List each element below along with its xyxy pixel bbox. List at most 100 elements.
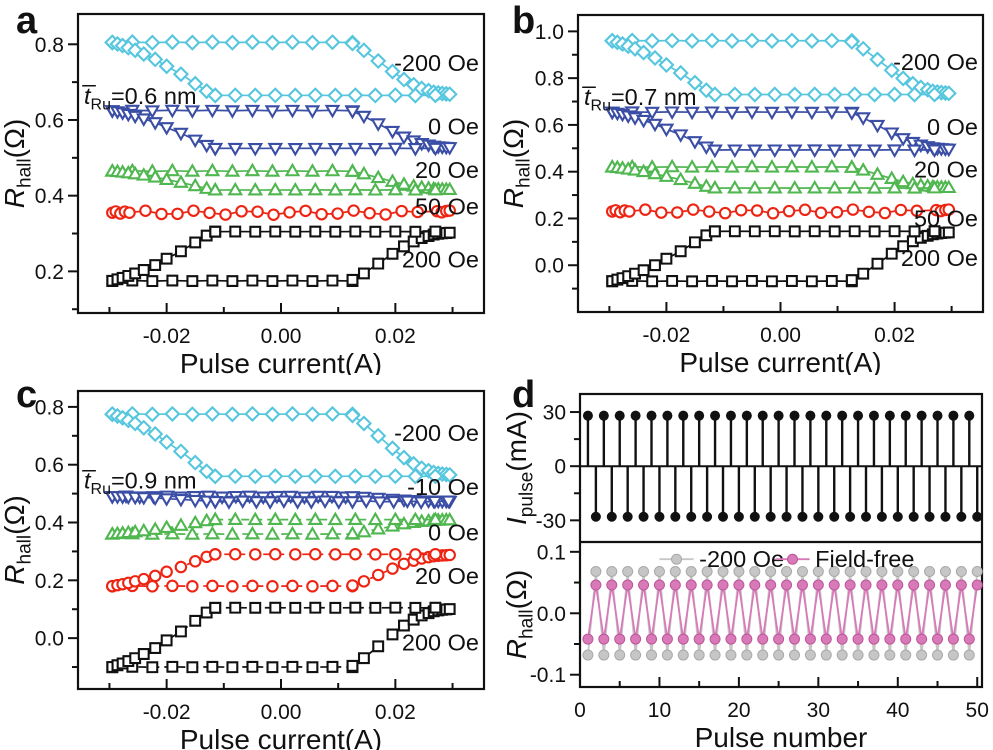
svg-text:0: 0 <box>554 456 566 479</box>
series-20-oe <box>604 158 957 194</box>
svg-text:0.00: 0.00 <box>261 701 302 724</box>
svg-text:0.02: 0.02 <box>874 324 915 347</box>
curve-label-200-oe: 200 Oe <box>402 629 479 655</box>
svg-text:30: 30 <box>807 699 830 722</box>
series-0-oe <box>104 104 458 157</box>
series-50-oe <box>605 203 956 220</box>
svg-text:0.6: 0.6 <box>35 454 64 477</box>
chart-panel-d: 0 10 20 30 40 50 30 0 -30 0.1 0.0 -0.1 -200 Oe Field-… <box>501 392 989 750</box>
series-200-oe <box>106 601 456 674</box>
svg-text:10: 10 <box>648 699 671 722</box>
ticks: 0 10 20 30 40 50 30 0 -30 0.1 0.0 -0.1 <box>530 402 989 722</box>
svg-text:-0.02: -0.02 <box>143 325 191 348</box>
svg-text:-0.02: -0.02 <box>642 324 690 347</box>
svg-text:0.2: 0.2 <box>35 570 64 593</box>
y-axis-label: Rhall(Ω) <box>498 119 535 208</box>
pulse-stem-series <box>582 410 983 522</box>
axes-box <box>576 13 985 314</box>
svg-text:30: 30 <box>543 402 566 425</box>
svg-text:0.02: 0.02 <box>375 325 416 348</box>
series-200-oe <box>606 225 955 288</box>
axes-box <box>578 392 984 689</box>
panel-letter-d: d <box>512 374 536 416</box>
svg-text:0.4: 0.4 <box>535 161 565 184</box>
svg-text:0.8: 0.8 <box>535 68 564 91</box>
svg-text:0.8: 0.8 <box>35 34 64 57</box>
y-axis-label: Rhall(Ω) <box>0 119 36 208</box>
series-200-oe <box>604 32 957 103</box>
svg-text:0.4: 0.4 <box>35 512 65 535</box>
axes-box <box>76 12 486 315</box>
y-axis-label: Rhall(Ω) <box>0 495 36 584</box>
svg-text:0.1: 0.1 <box>537 541 566 564</box>
panel-letter-a: a <box>16 0 38 42</box>
svg-text:50: 50 <box>966 699 989 722</box>
svg-text:0.6: 0.6 <box>35 109 64 132</box>
svg-text:1.0: 1.0 <box>535 21 564 44</box>
series-20-oe <box>106 547 456 593</box>
svg-text:-30: -30 <box>536 510 566 533</box>
svg-text:0: 0 <box>574 699 586 722</box>
svg-text:-0.1: -0.1 <box>530 664 566 687</box>
chart-panel-b: -0.02 0.00 0.02 0.0 0.2 0.4 0.6 0.8 1.0 -200 Oe 0 … <box>498 13 985 375</box>
curve-label-20-oe: 20 Oe <box>415 563 479 589</box>
ticks: -0.02 0.00 0.02 0.0 0.2 0.4 0.6 0.8 <box>35 396 454 724</box>
series-20-oe <box>104 162 458 196</box>
curve-label-0-oe: 0 Oe <box>428 520 479 546</box>
svg-text:0.2: 0.2 <box>35 261 64 284</box>
annotation-ru-thickness: t̅Ru=0.6 nm <box>82 83 196 114</box>
legend: -200 Oe Field-free <box>659 546 914 572</box>
y-axis-label-hall: Rhall(Ω) <box>501 570 538 659</box>
x-axis-label: Pulse current(A) <box>180 724 382 750</box>
svg-text:0.8: 0.8 <box>35 396 64 419</box>
legend-label-200-oe: -200 Oe <box>699 546 784 572</box>
curve-label-200-oe: 200 Oe <box>901 245 978 271</box>
curve-label-200-oe: -200 Oe <box>394 420 479 446</box>
svg-text:40: 40 <box>886 699 909 722</box>
annotation-ru-thickness: t̅Ru=0.9 nm <box>82 468 196 499</box>
svg-text:0.0: 0.0 <box>535 255 564 278</box>
series-200-oe <box>104 405 458 485</box>
ticks: -0.02 0.00 0.02 0.0 0.2 0.4 0.6 0.8 1.0 <box>535 21 953 347</box>
curve-label-50-oe: 50 Oe <box>415 193 479 219</box>
series-200-oe <box>106 225 456 288</box>
panel-letter-c: c <box>16 374 38 416</box>
x-axis-label: Pulse number <box>695 722 868 750</box>
axes-box <box>76 389 486 691</box>
curve-label-10-oe: -10 Oe <box>407 474 479 500</box>
x-axis-label: Pulse current(A) <box>679 347 881 375</box>
ticks: -0.02 0.00 0.02 0.2 0.4 0.6 0.8 <box>35 34 454 348</box>
series-0-oe <box>104 511 458 540</box>
svg-text:0.00: 0.00 <box>261 325 302 348</box>
x-axis-label: Pulse current(A) <box>180 348 382 375</box>
svg-text:0.0: 0.0 <box>537 603 566 626</box>
svg-text:0.2: 0.2 <box>535 208 564 231</box>
series-field-free <box>582 579 983 645</box>
chart-panel-a: -0.02 0.00 0.02 0.2 0.4 0.6 0.8 -200 Oe 0 Oe 20 O… <box>0 12 486 375</box>
series-line-field-free <box>587 584 979 640</box>
curve-label-200-oe: 200 Oe <box>402 246 479 272</box>
svg-text:0.6: 0.6 <box>535 114 564 137</box>
svg-text:0.0: 0.0 <box>35 628 64 651</box>
curve-label-0-oe: 0 Oe <box>428 113 479 139</box>
curve-label-20-oe: 20 Oe <box>914 156 978 182</box>
svg-text:0.4: 0.4 <box>35 185 65 208</box>
series-10-oe <box>104 490 458 510</box>
y-axis-label-current: Ipulse(mA) <box>501 411 538 525</box>
series-0-oe <box>604 106 957 159</box>
annotation-ru-thickness: t̅Ru=0.7 nm <box>582 84 696 115</box>
curve-label-200-oe: -200 Oe <box>394 50 479 76</box>
series-50-oe <box>106 204 456 222</box>
svg-text:20: 20 <box>727 699 750 722</box>
chart-panel-c: -0.02 0.00 0.02 0.0 0.2 0.4 0.6 0.8 -200 Oe -10 O… <box>0 389 486 750</box>
curve-label-0-oe: 0 Oe <box>927 114 978 140</box>
legend-label-field-free: Field-free <box>815 546 914 572</box>
svg-text:0.00: 0.00 <box>760 324 801 347</box>
svg-text:-0.02: -0.02 <box>143 701 191 724</box>
curve-label-20-oe: 20 Oe <box>415 157 479 183</box>
curve-label-200-oe: -200 Oe <box>893 49 978 75</box>
panel-letter-b: b <box>512 0 536 42</box>
series-200-oe <box>104 34 458 104</box>
svg-text:0.02: 0.02 <box>375 701 416 724</box>
